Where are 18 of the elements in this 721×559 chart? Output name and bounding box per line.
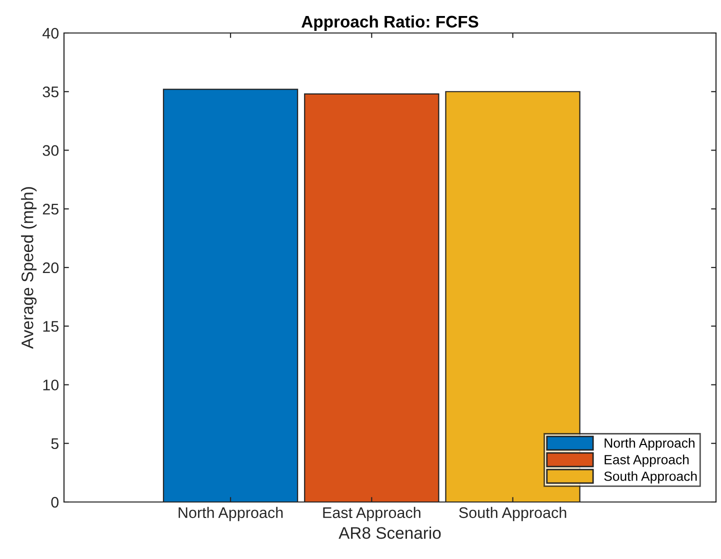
y-tick-label: 0 [51, 496, 59, 508]
legend-label: South Approach [604, 471, 697, 484]
x-tick-label: East Approach [323, 506, 420, 522]
y-tick-label: 25 [42, 204, 58, 215]
y-tick-label: 5 [51, 438, 58, 450]
y-tick-label: 10 [43, 380, 59, 390]
x-tick-label: South Approach [459, 506, 566, 522]
chart-title: Approach Ratio: FCFS [302, 15, 478, 31]
y-tick-label: 35 [42, 86, 58, 98]
x-axis-title: AR8 Scenario [338, 526, 441, 539]
legend-label: East Approach [604, 454, 689, 467]
y-axis-title: Average Speed (mph) [21, 187, 37, 349]
y-tick-label: 15 [43, 321, 58, 332]
x-tick-label: North Approach [178, 506, 283, 522]
y-tick-label: 40 [42, 28, 59, 39]
y-tick-label: 30 [42, 145, 59, 156]
legend-label: North Approach [604, 438, 694, 450]
y-tick-label: 20 [42, 262, 59, 274]
